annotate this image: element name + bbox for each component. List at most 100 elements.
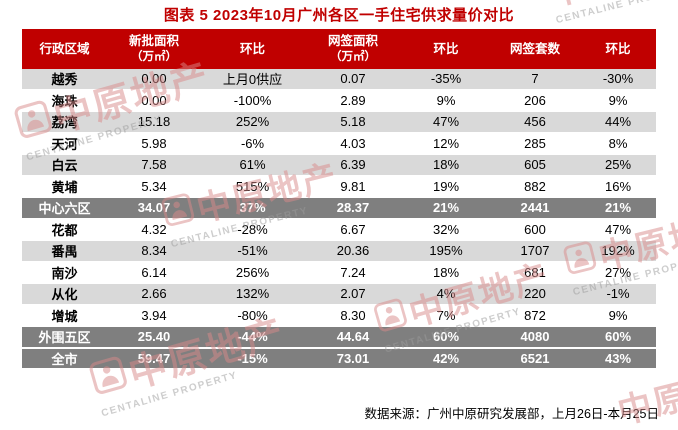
region-cell: 荔湾 (22, 112, 107, 134)
value-cell: 7% (402, 306, 490, 327)
value-cell: 73.01 (304, 348, 402, 370)
region-cell: 白云 (22, 155, 107, 177)
value-cell: 25% (580, 155, 656, 177)
value-cell: 2.89 (304, 91, 402, 112)
value-cell: 8.30 (304, 306, 402, 327)
region-cell: 花都 (22, 220, 107, 241)
value-cell: 6.67 (304, 220, 402, 241)
value-cell: 206 (490, 91, 580, 112)
value-cell: 15.18 (107, 112, 201, 134)
value-cell: 6.14 (107, 263, 201, 284)
value-cell: 4% (402, 284, 490, 306)
value-cell: 3.94 (107, 306, 201, 327)
value-cell: 20.36 (304, 241, 402, 263)
value-cell: -15% (201, 348, 304, 370)
value-cell: 600 (490, 220, 580, 241)
col-header-signed-area: 网签面积 （万㎡） (304, 29, 402, 69)
region-cell: 越秀 (22, 69, 107, 91)
table-row: 花都 4.32 -28% 6.67 32% 600 47% (22, 220, 656, 241)
value-cell: 5.18 (304, 112, 402, 134)
table-body: 越秀 0.00 上月0供应 0.07 -35% 7 -30% 海珠 0.00 -100% 2.89 9… (22, 69, 656, 370)
value-cell: -30% (580, 69, 656, 91)
value-cell: 0.00 (107, 91, 201, 112)
col-header-mom-1: 环比 (201, 29, 304, 69)
table-row: 外围五区 25.40 -44% 44.64 60% 4080 60% (22, 327, 656, 349)
col-header-mom-3: 环比 (580, 29, 656, 69)
value-cell: 2.07 (304, 284, 402, 306)
table-row: 南沙 6.14 256% 7.24 18% 681 27% (22, 263, 656, 284)
region-cell: 全市 (22, 348, 107, 370)
value-cell: 8.34 (107, 241, 201, 263)
value-cell: 8% (580, 134, 656, 155)
table-header-row: 行政区域 新批面积 （万㎡） 环比 网签面积 （万㎡） 环比 网签套数 环比 (22, 29, 656, 69)
value-cell: 47% (402, 112, 490, 134)
value-cell: 2.66 (107, 284, 201, 306)
value-cell: 25.40 (107, 327, 201, 349)
value-cell: 5.98 (107, 134, 201, 155)
value-cell: 43% (580, 348, 656, 370)
value-cell: 605 (490, 155, 580, 177)
table-row: 番禺 8.34 -51% 20.36 195% 1707 192% (22, 241, 656, 263)
value-cell: 34.07 (107, 198, 201, 220)
table-row: 天河 5.98 -6% 4.03 12% 285 8% (22, 134, 656, 155)
value-cell: 12% (402, 134, 490, 155)
region-cell: 天河 (22, 134, 107, 155)
value-cell: 9% (580, 306, 656, 327)
table-row: 荔湾 15.18 252% 5.18 47% 456 44% (22, 112, 656, 134)
region-cell: 海珠 (22, 91, 107, 112)
value-cell: 285 (490, 134, 580, 155)
table-row: 黄埔 5.34 515% 9.81 19% 882 16% (22, 177, 656, 198)
value-cell: 2441 (490, 198, 580, 220)
value-cell: 47% (580, 220, 656, 241)
value-cell: 61% (201, 155, 304, 177)
figure-title: 图表 5 2023年10月广州各区一手住宅供求量价对比 (163, 7, 515, 24)
value-cell: -51% (201, 241, 304, 263)
value-cell: 192% (580, 241, 656, 263)
value-cell: 37% (201, 198, 304, 220)
value-cell: 456 (490, 112, 580, 134)
col-header-region: 行政区域 (22, 29, 107, 69)
value-cell: -44% (201, 327, 304, 349)
value-cell: 28.37 (304, 198, 402, 220)
value-cell: 60% (402, 327, 490, 349)
table-row: 中心六区 34.07 37% 28.37 21% 2441 21% (22, 198, 656, 220)
value-cell: 16% (580, 177, 656, 198)
table-row: 全市 59.47 -15% 73.01 42% 6521 43% (22, 348, 656, 370)
value-cell: 19% (402, 177, 490, 198)
table-row: 白云 7.58 61% 6.39 18% 605 25% (22, 155, 656, 177)
value-cell: 60% (580, 327, 656, 349)
value-cell: 515% (201, 177, 304, 198)
value-cell: 195% (402, 241, 490, 263)
value-cell: 872 (490, 306, 580, 327)
value-cell: 18% (402, 263, 490, 284)
region-cell: 从化 (22, 284, 107, 306)
value-cell: -28% (201, 220, 304, 241)
value-cell: 44.64 (304, 327, 402, 349)
region-cell: 番禺 (22, 241, 107, 263)
value-cell: 4080 (490, 327, 580, 349)
value-cell: 9.81 (304, 177, 402, 198)
value-cell: 882 (490, 177, 580, 198)
value-cell: 5.34 (107, 177, 201, 198)
value-cell: 132% (201, 284, 304, 306)
region-cell: 增城 (22, 306, 107, 327)
value-cell: 上月0供应 (201, 69, 304, 91)
value-cell: 21% (580, 198, 656, 220)
col-header-new-supply-area: 新批面积 （万㎡） (107, 29, 201, 69)
value-cell: 42% (402, 348, 490, 370)
value-cell: -1% (580, 284, 656, 306)
value-cell: 256% (201, 263, 304, 284)
value-cell: 7.58 (107, 155, 201, 177)
value-cell: 44% (580, 112, 656, 134)
value-cell: 681 (490, 263, 580, 284)
value-cell: 0.07 (304, 69, 402, 91)
table-row: 从化 2.66 132% 2.07 4% 220 -1% (22, 284, 656, 306)
value-cell: -35% (402, 69, 490, 91)
value-cell: 4.32 (107, 220, 201, 241)
value-cell: 59.47 (107, 348, 201, 370)
table-row: 海珠 0.00 -100% 2.89 9% 206 9% (22, 91, 656, 112)
region-cell: 外围五区 (22, 327, 107, 349)
value-cell: 6521 (490, 348, 580, 370)
value-cell: 220 (490, 284, 580, 306)
